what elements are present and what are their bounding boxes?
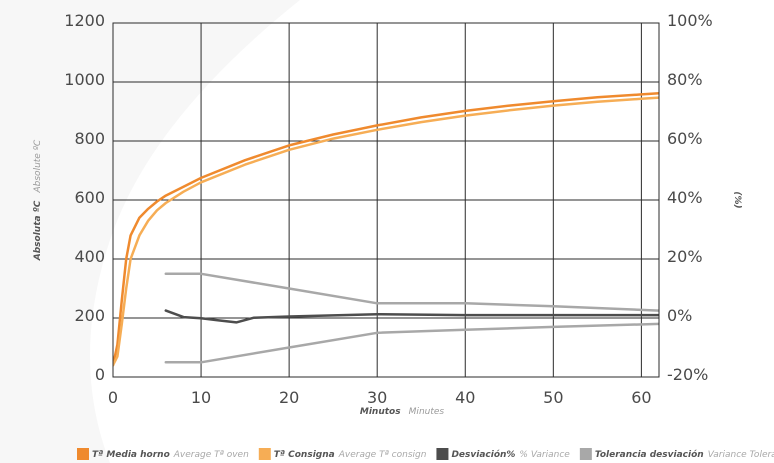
y2-tick-label: 20% <box>667 247 703 266</box>
legend-label-sub: Average Tª consign <box>338 450 427 460</box>
series-line-1 <box>113 91 659 367</box>
y-tick-label: 0 <box>95 365 105 384</box>
legend-label-main: Tª Consigna <box>274 450 335 460</box>
x-axis-title: Minutos Minutes <box>360 399 445 418</box>
x-tick-label: 60 <box>631 388 651 407</box>
series-line-4 <box>164 272 659 312</box>
y-tick-label: 400 <box>74 247 105 266</box>
legend-label-sub: % Variance <box>519 450 570 460</box>
legend-label: Tolerancia desviación Variance Tolerance <box>595 449 774 460</box>
legend-label: Tª Media horno Average Tª oven <box>92 450 249 460</box>
y-tick-label: 200 <box>74 306 105 325</box>
y2-tick-label: 40% <box>667 188 703 207</box>
series-layer <box>113 91 659 367</box>
y2-tick-label: 80% <box>667 70 703 89</box>
x-tick-label: 50 <box>543 388 563 407</box>
y2-tick-labels: -20% 0% 20% 40% 60% 80% 100% <box>667 11 713 384</box>
x-tick-labels: 0 10 20 30 40 50 60 <box>108 388 652 407</box>
y2-tick-label: 60% <box>667 129 703 148</box>
background-swoosh <box>0 0 300 463</box>
y-axis-title-sub: Absolute ºC <box>33 139 43 193</box>
x-axis-title-sub: Minutes <box>409 407 445 417</box>
y2-axis-title: (%) <box>732 191 742 208</box>
x-tick-label: 40 <box>455 388 475 407</box>
y2-tick-label: 0% <box>667 306 692 325</box>
series-line-3 <box>164 309 659 324</box>
legend-label-sub: Average Tª oven <box>173 450 249 460</box>
y-tick-label: 800 <box>74 129 105 148</box>
series-line-5 <box>164 322 659 364</box>
x-axis-title-main: Minutos <box>360 407 401 417</box>
x-tick-label: 30 <box>367 388 387 407</box>
x-tick-label: 10 <box>191 388 211 407</box>
y2-tick-label: 100% <box>667 11 713 30</box>
y-tick-label: 1000 <box>64 70 105 89</box>
legend-label-main: Tolerancia desviación <box>595 449 704 460</box>
x-tick-label: 0 <box>108 388 118 407</box>
plot-frame <box>112 22 660 378</box>
y2-tick-label: -20% <box>667 365 708 384</box>
legend-swatch <box>436 448 449 460</box>
legend-label: Desviación% % Variance <box>451 449 570 460</box>
legend: Tª Media horno Average Tª oven Tª Consigna… <box>77 448 774 460</box>
legend-label-main: Tª Media horno <box>92 450 170 460</box>
legend-swatch <box>258 448 271 460</box>
y-axis-title: Absoluta ºC Absolute ºC <box>25 139 44 261</box>
series-line-2 <box>113 96 659 367</box>
x-tick-label: 20 <box>279 388 299 407</box>
legend-label-sub: Variance Tolerance <box>708 450 774 460</box>
y-axis-title-main: Absoluta ºC <box>33 200 43 261</box>
legend-label-main: Desviación% <box>451 449 515 460</box>
legend-swatch <box>579 448 592 460</box>
legend-label: Tª Consigna Average Tª consign <box>274 450 427 460</box>
y-tick-label: 600 <box>74 188 105 207</box>
legend-swatch <box>77 448 89 460</box>
y-tick-labels: 0 200 400 600 800 1000 1200 <box>64 11 105 384</box>
y-tick-label: 1200 <box>64 11 105 30</box>
